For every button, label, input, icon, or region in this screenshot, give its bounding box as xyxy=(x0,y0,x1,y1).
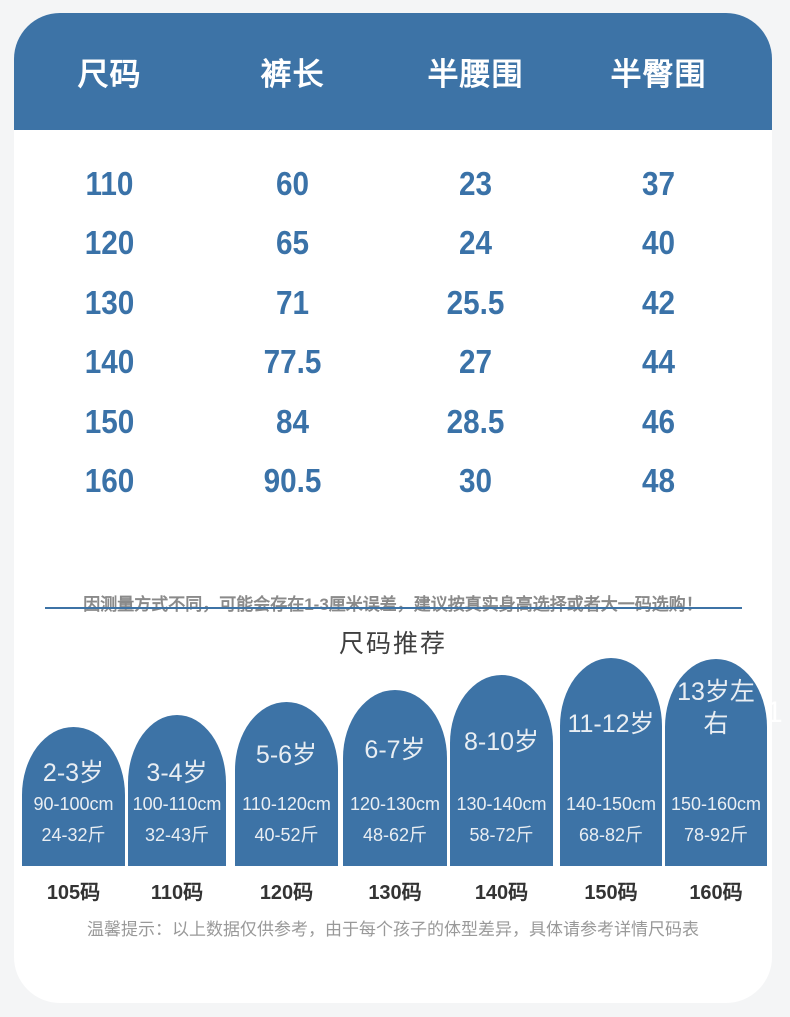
recommend-capsule-140: 8-10岁 130-140cm 58-72斤 xyxy=(450,675,553,866)
weight-range: 40-52斤 xyxy=(254,825,319,845)
weight-range: 78-92斤 xyxy=(683,825,749,845)
size-table-header: 尺码 裤长 半腰围 半臀围 xyxy=(14,13,772,130)
cell-halfwaist: 25.5 xyxy=(446,283,505,321)
height-range: 140-150cm xyxy=(565,794,657,814)
cell-halfhip: 42 xyxy=(641,283,676,321)
weight-range: 24-32斤 xyxy=(41,825,106,845)
recommend-capsule-120: 5-6岁 110-120cm 40-52斤 xyxy=(235,702,338,866)
cell-length: 65 xyxy=(275,224,310,262)
cell-halfwaist: 28.5 xyxy=(446,402,505,440)
table-row: 110 60 23 37 xyxy=(18,154,750,214)
height-range: 90-100cm xyxy=(33,794,114,814)
cell-halfwaist: 24 xyxy=(458,224,493,262)
cell-halfhip: 40 xyxy=(641,224,676,262)
height-range: 110-120cm xyxy=(242,794,331,814)
age-range: 6-7岁 xyxy=(364,736,426,764)
cell-size: 120 xyxy=(84,224,135,262)
cell-length: 77.5 xyxy=(263,343,322,381)
weight-range: 68-82斤 xyxy=(578,825,644,845)
recommend-title: 尺码推荐 xyxy=(338,630,447,658)
height-range: 150-160cm xyxy=(670,794,762,814)
table-row: 150 84 28.5 46 xyxy=(18,392,750,452)
table-row: 140 77.5 27 44 xyxy=(18,333,750,393)
size-chart-card: 尺码 裤长 半腰围 半臀围 110 60 23 37 120 65 24 40 … xyxy=(14,13,772,1003)
size-table-header-row: 尺码 裤长 半腰围 半臀围 xyxy=(18,13,750,130)
size-code-label: 140码 xyxy=(474,882,529,904)
cell-halfhip: 37 xyxy=(641,164,676,202)
size-code-label: 160码 xyxy=(689,882,743,904)
age-range: 5-6岁 xyxy=(255,741,318,769)
age-range: 11-12岁 xyxy=(567,710,655,738)
cell-size: 110 xyxy=(85,164,134,202)
measurement-note: 因测量方式不同，可能会存在1-3厘米误差，建议按真实身高选择或者大一码选购！ xyxy=(83,595,703,614)
cell-halfwaist: 30 xyxy=(458,462,493,500)
size-table-body: 110 60 23 37 120 65 24 40 130 71 25.5 42… xyxy=(14,154,772,511)
table-row: 120 65 24 40 xyxy=(18,214,750,274)
height-range: 130-140cm xyxy=(456,794,547,814)
cell-size: 160 xyxy=(84,462,135,500)
recommend-capsule-110: 3-4岁 100-110cm 32-43斤 xyxy=(128,715,226,866)
cell-length: 84 xyxy=(275,402,310,440)
cell-halfwaist: 27 xyxy=(458,343,493,381)
recommend-capsule-105: 2-3岁 90-100cm 24-32斤 xyxy=(22,727,125,866)
cell-length: 60 xyxy=(275,164,310,202)
column-header-halfwaist: 半腰围 xyxy=(427,57,524,92)
page-watermark: 1 xyxy=(766,696,783,729)
weight-range: 32-43斤 xyxy=(144,825,210,845)
age-range: 8-10岁 xyxy=(463,728,540,756)
cell-halfwaist: 23 xyxy=(458,164,493,202)
cell-length: 90.5 xyxy=(263,462,322,500)
column-header-length: 裤长 xyxy=(260,57,325,92)
cell-length: 71 xyxy=(275,283,310,321)
size-code-label: 110码 xyxy=(150,882,204,904)
friendly-reminder: 温馨提示：以上数据仅供参考，由于每个孩子的体型差异，具体请参考详情尺码表 xyxy=(87,920,699,939)
age-range: 3-4岁 xyxy=(146,759,208,787)
cell-halfhip: 48 xyxy=(641,462,676,500)
cell-size: 140 xyxy=(84,343,135,381)
column-header-halfhip: 半臀围 xyxy=(610,57,707,92)
height-range: 100-110cm xyxy=(132,794,222,814)
table-row: 130 71 25.5 42 xyxy=(18,273,750,333)
size-code-label: 150码 xyxy=(584,882,638,904)
weight-range: 48-62斤 xyxy=(362,825,428,845)
cell-halfhip: 46 xyxy=(641,402,676,440)
size-code-label: 130码 xyxy=(368,882,422,904)
size-code-label: 105码 xyxy=(46,882,101,904)
table-row: 160 90.5 30 48 xyxy=(18,452,750,512)
weight-range: 58-72斤 xyxy=(469,825,534,845)
size-code-label: 120码 xyxy=(259,882,314,904)
age-range: 2-3岁 xyxy=(42,759,105,787)
age-range: 13岁左右 xyxy=(677,678,755,738)
recommend-capsule-160: 13岁左右 150-160cm 78-92斤 xyxy=(665,659,767,866)
cell-halfhip: 44 xyxy=(641,343,676,381)
recommend-capsule-150: 11-12岁 140-150cm 68-82斤 xyxy=(560,658,662,866)
section-divider xyxy=(45,607,742,609)
recommend-capsule-130: 6-7岁 120-130cm 48-62斤 xyxy=(343,690,447,866)
column-header-size: 尺码 xyxy=(77,57,142,92)
cell-size: 130 xyxy=(84,283,135,321)
cell-size: 150 xyxy=(84,402,135,440)
height-range: 120-130cm xyxy=(349,794,441,814)
